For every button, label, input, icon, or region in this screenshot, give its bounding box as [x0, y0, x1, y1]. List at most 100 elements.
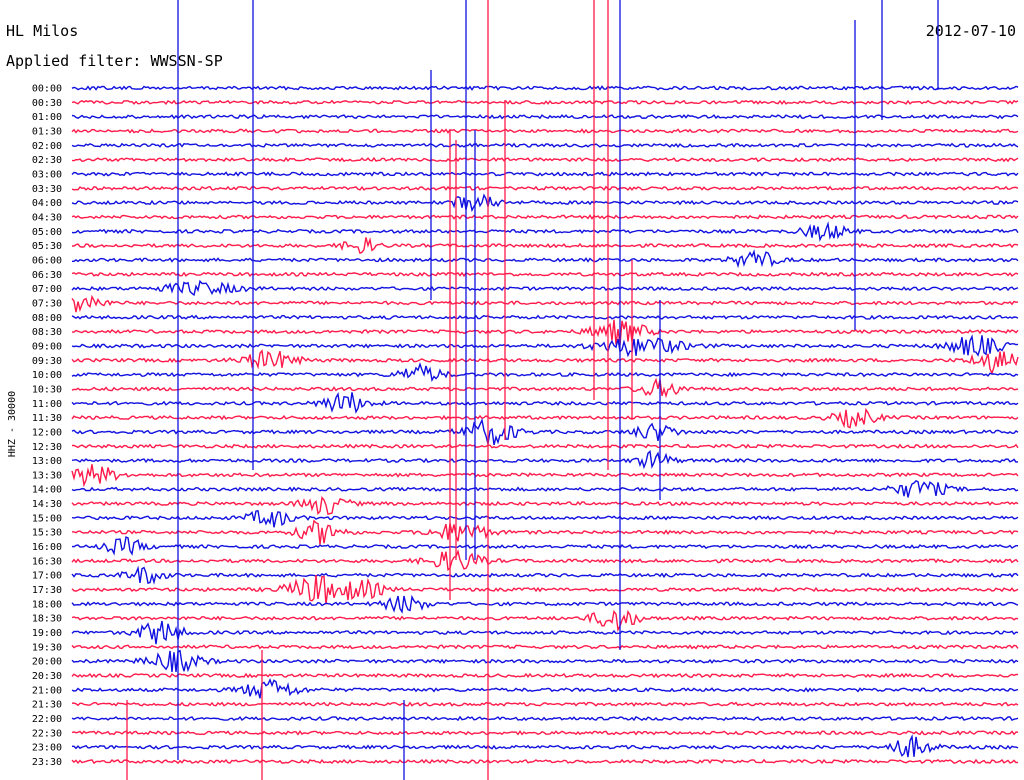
trace-2000	[71, 649, 1019, 673]
trace-1930	[71, 644, 1019, 650]
trace-0230	[71, 156, 1019, 163]
trace-2030	[71, 672, 1019, 679]
tick-label-2300: 23:00	[32, 743, 62, 754]
trace-1500	[71, 510, 1019, 528]
seismogram-traces	[71, 0, 1019, 780]
tick-label-0200: 02:00	[32, 141, 62, 152]
tick-label-1300: 13:00	[32, 456, 62, 467]
trace-0630	[71, 271, 1019, 278]
trace-0300	[71, 171, 1019, 177]
tick-label-2200: 22:00	[32, 714, 62, 725]
tick-label-0930: 09:30	[32, 356, 62, 367]
trace-0000	[71, 85, 1019, 91]
tick-label-0730: 07:30	[32, 298, 62, 309]
trace-1430	[71, 495, 1019, 516]
trace-0800	[71, 314, 1019, 320]
tick-label-2230: 22:30	[32, 728, 62, 739]
tick-label-1600: 16:00	[32, 542, 62, 553]
tick-label-0800: 08:00	[32, 313, 62, 324]
trace-1130	[71, 407, 1019, 429]
trace-1530	[71, 519, 1019, 545]
tick-label-1330: 13:30	[32, 470, 62, 481]
trace-1300	[71, 449, 1019, 470]
trace-0430	[71, 214, 1019, 220]
time-tick-labels: 00:00 00:30 01:00 01:30 02:00 02:30 03:00 03:30…	[32, 84, 62, 769]
tick-label-0230: 02:30	[32, 155, 62, 166]
trace-1700	[71, 565, 1019, 585]
tick-label-1730: 17:30	[32, 585, 62, 596]
trace-2330	[71, 758, 1019, 765]
trace-0830	[72, 319, 1019, 346]
tick-label-0700: 07:00	[32, 284, 62, 295]
tick-label-0330: 03:30	[32, 184, 62, 195]
trace-2300	[72, 734, 1019, 758]
date-label: 2012-07-10	[926, 22, 1016, 40]
filter-label: Applied filter: WWSSN-SP	[6, 52, 223, 70]
trace-1830	[71, 609, 1019, 632]
trace-1400	[71, 479, 1019, 498]
trace-0400	[71, 193, 1019, 213]
trace-0130	[71, 128, 1019, 134]
trace-0500	[71, 221, 1019, 242]
trace-0100	[71, 114, 1019, 120]
trace-1630	[71, 549, 1019, 572]
tick-label-2000: 20:00	[32, 657, 62, 668]
tick-label-0130: 01:30	[32, 126, 62, 137]
trace-0530	[72, 236, 1019, 255]
trace-0900	[71, 334, 1019, 358]
tick-label-0900: 09:00	[32, 341, 62, 352]
trace-0930	[71, 349, 1019, 376]
trace-2200	[71, 715, 1019, 722]
tick-label-1900: 19:00	[32, 628, 62, 639]
tick-label-1530: 15:30	[32, 528, 62, 539]
trace-1030	[71, 377, 1019, 399]
tick-label-1700: 17:00	[32, 571, 62, 582]
trace-2230	[71, 730, 1019, 736]
tick-label-1930: 19:30	[32, 642, 62, 653]
channel-label: HHZ - 30000	[7, 391, 18, 457]
tick-label-2130: 21:30	[32, 700, 62, 711]
tick-label-1400: 14:00	[32, 485, 62, 496]
trace-0200	[71, 142, 1019, 148]
tick-label-1430: 14:30	[32, 499, 62, 510]
tick-label-0400: 04:00	[32, 198, 62, 209]
tick-label-0000: 00:00	[32, 84, 62, 95]
trace-1330	[71, 464, 1019, 488]
trace-1730	[71, 575, 1019, 605]
tick-label-0630: 06:30	[32, 270, 62, 281]
tick-label-1130: 11:30	[32, 413, 62, 424]
tick-label-1500: 15:00	[32, 513, 62, 524]
trace-2100	[71, 678, 1019, 699]
tick-label-0830: 08:30	[32, 327, 62, 338]
tick-label-2100: 21:00	[32, 685, 62, 696]
tick-label-1100: 11:00	[32, 399, 62, 410]
trace-1000	[71, 362, 1019, 383]
tick-label-0030: 00:30	[32, 98, 62, 109]
tick-label-1030: 10:30	[32, 384, 62, 395]
trace-1600	[71, 536, 1018, 556]
trace-0700	[71, 279, 1019, 297]
trace-0730	[71, 294, 1019, 313]
trace-1900	[71, 620, 1019, 645]
trace-2130	[71, 701, 1019, 707]
trace-1800	[71, 594, 1019, 614]
tick-label-1230: 12:30	[32, 442, 62, 453]
station-title: HL Milos	[6, 22, 78, 40]
tick-label-0600: 06:00	[32, 255, 62, 266]
trace-1100	[71, 391, 1019, 414]
trace-0600	[72, 249, 1019, 269]
tick-label-2330: 23:30	[32, 757, 62, 768]
tick-label-0300: 03:00	[32, 169, 62, 180]
tick-label-0430: 04:30	[32, 212, 62, 223]
tick-label-0530: 05:30	[32, 241, 62, 252]
trace-0330	[71, 185, 1019, 191]
trace-0030	[71, 99, 1019, 105]
tick-label-2030: 20:30	[32, 671, 62, 682]
tick-label-0100: 01:00	[32, 112, 62, 123]
tick-label-1000: 10:00	[32, 370, 62, 381]
tick-label-0500: 05:00	[32, 227, 62, 238]
trace-1230	[72, 443, 1019, 449]
tick-label-1200: 12:00	[32, 427, 62, 438]
trace-1200	[71, 417, 1019, 446]
